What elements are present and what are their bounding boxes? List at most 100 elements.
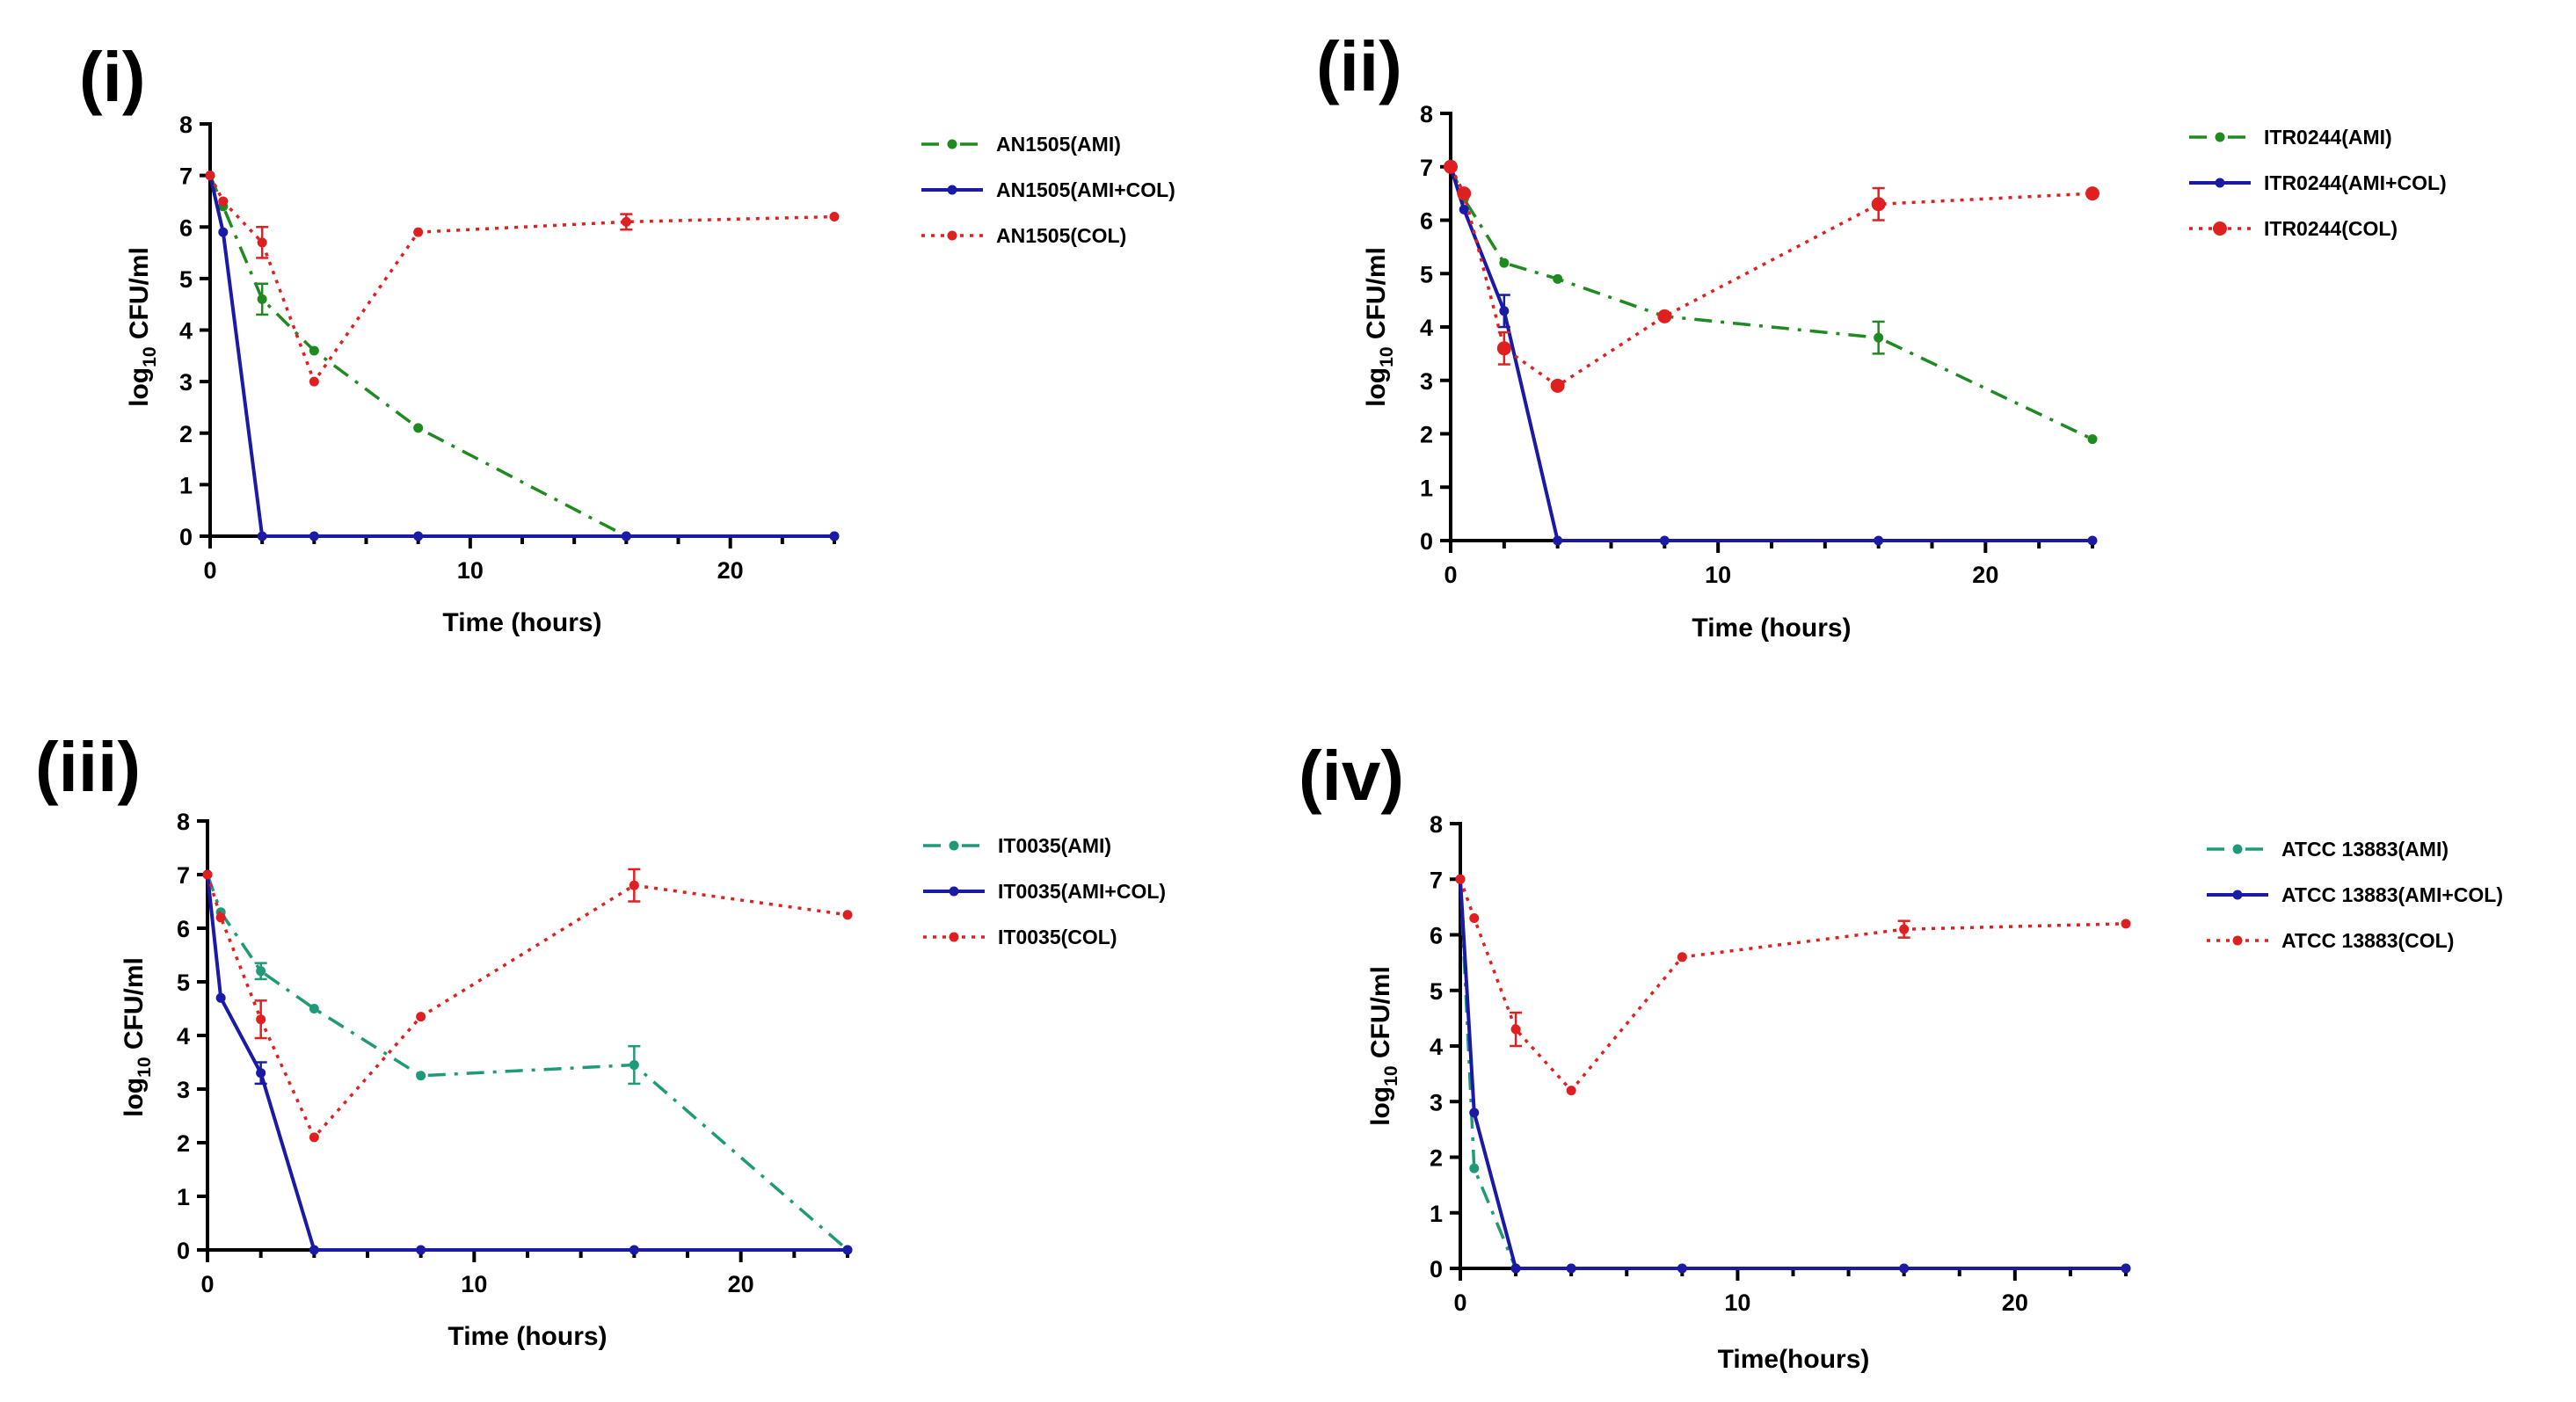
data-point [1510,1024,1521,1035]
y-axis-title: log10 CFU/ml [1362,247,1397,407]
legend-swatch-marker [2232,890,2243,900]
data-point [202,869,213,880]
y-tick-label: 8 [179,112,193,138]
data-point [2121,1263,2131,1274]
data-point [309,531,319,541]
legend-label: IT0035(AMI+COL) [998,880,1166,903]
data-point [256,1068,266,1079]
y-tick-label: 7 [177,862,190,889]
y-axis-title: log10 CFU/ml [125,247,160,407]
panel-label: (i) [79,38,146,116]
legend-swatch-marker [947,230,957,241]
series-line [1459,879,2126,1270]
x-axis-title: Time(hours) [1718,1345,1870,1374]
chart-panel-3: (iii) 0 1 2 3 4 5 6 7 8 0 10 20 Time (hours) log10 CFU… [35,728,1166,1351]
data-point [2087,535,2098,546]
data-point [1871,197,1886,212]
x-tick-label: 0 [1444,562,1457,588]
legend-entry: ITR0244(COL) [2189,217,2398,240]
data-point [629,1060,639,1071]
legend-swatch-marker [949,840,959,851]
x-axis-title: Time (hours) [442,608,601,637]
series-line [1459,879,2126,1270]
y-tick-label: 8 [177,809,190,835]
data-point [309,1132,319,1143]
y-axis-title: log10 CFU/ml [120,957,155,1117]
data-point [1566,1263,1576,1274]
y-tick-label: 1 [179,472,193,498]
y-tick-label: 6 [1420,208,1433,235]
data-point [1899,1263,1910,1274]
y-tick-label: 3 [1420,368,1433,395]
legend-entry: IT0035(COL) [923,926,1117,948]
panel-label: (iii) [35,728,141,806]
data-point [842,910,853,920]
data-point [215,912,226,923]
series-2 [1445,162,2098,546]
legend-swatch-marker [2215,132,2225,142]
x-tick-label: 10 [1724,1289,1750,1316]
data-point [629,1245,639,1255]
y-tick-label: 4 [1430,1034,1443,1060]
data-point [1496,341,1511,356]
data-point [1469,1163,1480,1173]
series-1 [1455,874,2131,1274]
y-tick-label: 8 [1420,101,1433,127]
data-point [2085,186,2099,201]
chart-panel-2: (ii) 0 1 2 3 4 5 6 7 8 0 10 20 Time (hours) log10 CFU/… [1316,27,2447,643]
data-point [309,1245,319,1255]
y-tick-label: 1 [1420,475,1433,501]
y-tick-label: 4 [179,318,193,345]
data-point [257,531,267,541]
y-axis-title: log10 CFU/ml [1366,966,1401,1126]
y-tick-label: 6 [1430,923,1443,949]
y-tick-label: 5 [1420,261,1433,287]
y-tick-label: 3 [179,369,193,396]
y-tick-label: 0 [177,1238,190,1264]
series-line [206,874,848,1141]
data-point [2121,919,2131,929]
y-tick-label: 2 [177,1130,190,1157]
data-point [1499,258,1510,268]
series-3 [1444,159,2099,393]
series-3 [1455,874,2131,1096]
series-3 [205,171,840,387]
legend-entry: IT0035(AMI+COL) [923,880,1166,903]
y-tick-label: 4 [1420,315,1433,341]
data-point [829,212,840,222]
y-tick-label: 7 [1420,155,1433,181]
legend-swatch-marker [2232,844,2243,854]
legend-entry: IT0035(AMI) [923,834,1111,857]
series-line [1459,878,2127,1093]
data-point [1874,535,1884,546]
y-tick-label: 2 [179,421,193,447]
data-point [413,531,424,541]
legend-entry: AN1505(COL) [921,224,1126,247]
legend-swatch-marker [2213,222,2227,236]
data-point [256,966,266,977]
data-point [1677,1263,1687,1274]
data-point [1566,1086,1576,1096]
data-point [1510,1263,1521,1274]
series-1 [1445,162,2098,445]
legend-swatch-marker [949,886,959,897]
y-tick-label: 0 [179,524,193,550]
legend-label: IT0035(AMI) [998,834,1111,857]
series-line [1449,166,2093,441]
x-tick-label: 0 [1453,1289,1466,1316]
x-tick-label: 10 [461,1271,487,1297]
series-line [208,174,835,385]
y-tick-label: 3 [1430,1089,1443,1115]
legend-label: AN1505(AMI) [996,133,1121,156]
legend-label: ITR0244(AMI+COL) [2264,171,2447,194]
data-point [629,880,639,890]
data-point [1659,535,1670,546]
legend-entry: ATCC 13883(AMI) [2207,838,2449,861]
chart-panel-4: (iv) 0 1 2 3 4 5 6 7 8 0 10 20 Time(hours) log10 CFU/m… [1299,737,2503,1374]
data-point [413,227,424,237]
y-tick-label: 2 [1430,1145,1443,1172]
legend-label: ITR0244(AMI) [2264,126,2392,149]
data-point [621,531,631,541]
data-point [1499,306,1510,316]
